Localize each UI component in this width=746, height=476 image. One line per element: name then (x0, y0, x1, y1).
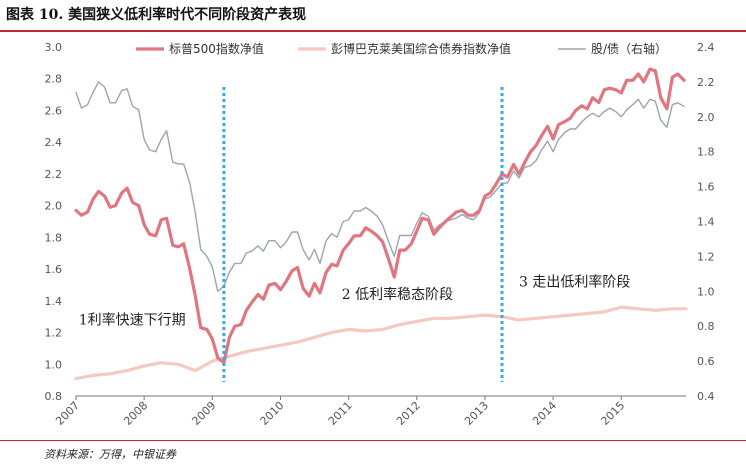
x-tick-label: 2015 (598, 399, 627, 428)
y-right-tick-label: 0.6 (697, 355, 715, 368)
phase-annotation-1: 1利率快速下行期 (79, 312, 186, 329)
legend-label-2: 股/债（右轴） (591, 41, 667, 56)
y-left-tick-label: 2.6 (45, 104, 63, 117)
series-line-1 (74, 305, 688, 381)
x-tick-label: 2011 (326, 399, 355, 428)
y-left-tick-label: 1.4 (45, 295, 63, 308)
y-left-tick-label: 1.8 (45, 231, 63, 244)
chart-area: 0.8 1.0 1.2 1.4 1.6 1.8 2.0 2.2 2.4 2.6 2.8 3.0 0.4 0… (45, 41, 715, 428)
y-left-tick-label: 1.6 (45, 263, 63, 276)
x-tick-label: 2008 (121, 399, 150, 428)
y-right-tick-label: 1.6 (697, 181, 715, 194)
series-layer (74, 67, 688, 381)
x-tick-label: 2009 (189, 399, 218, 428)
legend-label-0: 标普500指数净值 (169, 41, 264, 56)
title-divider (0, 30, 746, 32)
y-left-tick-label: 2.4 (45, 136, 63, 149)
x-tick-label: 2007 (53, 399, 82, 428)
y-left-tick-label: 3.0 (45, 41, 63, 54)
y-right-tick-label: 1.0 (697, 285, 715, 298)
phase-annotation-2: 2 低利率稳态阶段 (342, 286, 453, 303)
annotation-layer: 1利率快速下行期 2 低利率稳态阶段 3 走出低利率阶段 (79, 274, 631, 329)
x-tick-label: 2010 (258, 399, 287, 428)
y-left-tick-label: 1.2 (45, 327, 63, 340)
y-left-tick-label: 2.0 (45, 200, 63, 213)
x-tick-label: 2012 (394, 399, 423, 428)
y-right-tick-label: 0.8 (697, 320, 715, 333)
y-left-tick-label: 2.8 (45, 73, 63, 86)
x-tick-label: 2013 (462, 399, 491, 428)
source-divider (0, 440, 746, 441)
y-right-tick-label: 2.0 (697, 111, 715, 124)
legend-layer: 标普500指数净值 彭博巴克莱美国综合债券指数净值 股/债（右轴） (136, 41, 667, 56)
figure-title: 图表 10. 美国狭义低利率时代不同阶段资产表现 (6, 7, 307, 23)
y-right-tick-label: 1.2 (697, 250, 715, 263)
y-right-tick-label: 2.2 (697, 76, 715, 89)
legend-label-1: 彭博巴克莱美国综合债券指数净值 (331, 41, 511, 56)
series-line-0 (74, 67, 686, 365)
phase-annotation-3: 3 走出低利率阶段 (519, 274, 630, 291)
y-right-tick-label: 1.4 (697, 216, 715, 229)
y-right-tick-label: 0.4 (697, 390, 715, 403)
y-left-tick-label: 1.0 (45, 358, 63, 371)
source-note: 资料来源：万得，中银证券 (44, 448, 176, 461)
axes-layer: 0.8 1.0 1.2 1.4 1.6 1.8 2.0 2.2 2.4 2.6 2.8 3.0 0.4 0… (45, 41, 715, 428)
series-line-2 (75, 81, 685, 292)
x-tick-label: 2014 (530, 399, 559, 428)
phase-divider-layer (222, 87, 504, 382)
y-right-tick-label: 2.4 (697, 41, 715, 54)
y-left-tick-label: 0.8 (45, 390, 63, 403)
y-left-tick-label: 2.2 (45, 168, 63, 181)
y-right-tick-label: 1.8 (697, 146, 715, 159)
